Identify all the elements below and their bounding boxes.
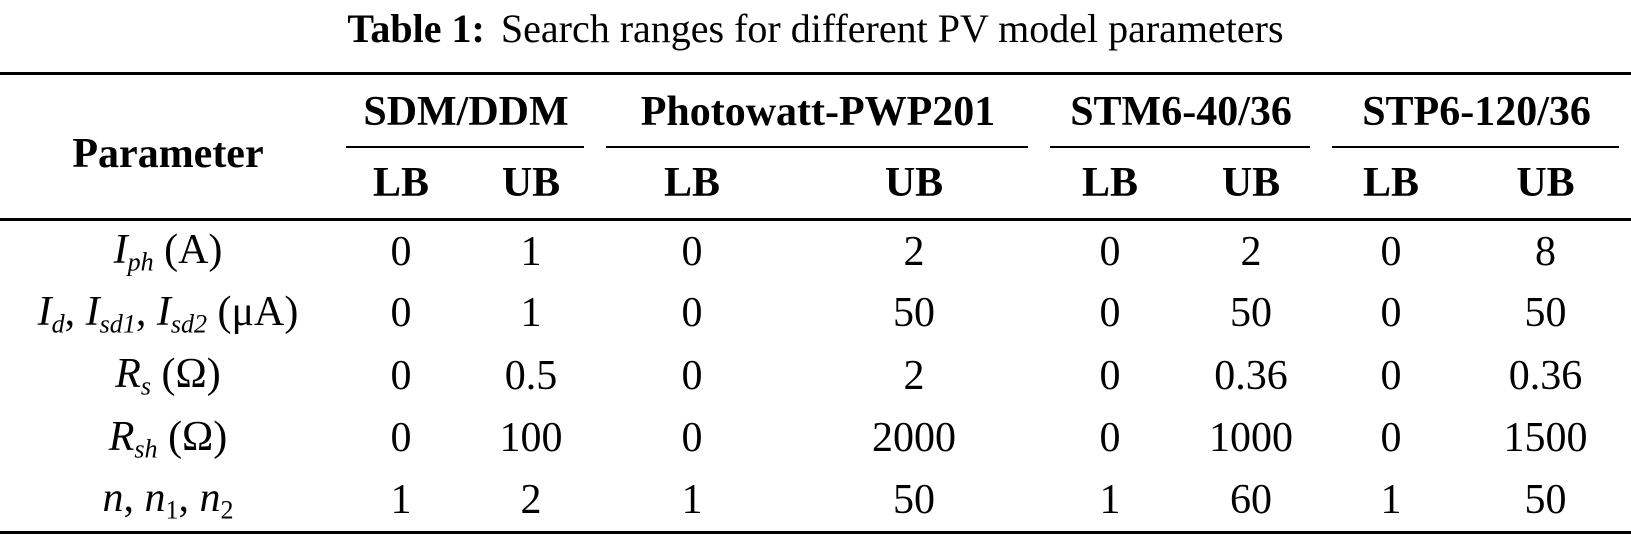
table-row: Id, Isd1, Isd2 (μA) 0 1 0 50 0 50 0 50 [0,282,1631,345]
parameters-table: Parameter SDM/DDM Photowatt-PWP201 STM6-… [0,72,1631,534]
value-cell: 0 [1099,415,1121,462]
parameter-label-segment: n [144,475,166,522]
value-cell: 60 [1180,469,1323,534]
value-cell: 50 [1460,469,1631,534]
parameter-label-segment: (Ω) [157,413,228,460]
parameter-label-segment: , [123,475,145,522]
parameter-label-segment: I [113,226,128,273]
bound-header-ub: UB [788,148,1041,221]
table-caption: Table 1: Search ranges for different PV m… [0,0,1631,72]
parameter-label-segment: d [51,308,65,338]
value-cell: 0 [1099,228,1121,275]
table-caption-label: Table 1: [347,6,485,51]
value-cell: 50 [893,290,935,337]
value-cell: 0 [681,290,703,337]
value-cell: 2 [903,352,925,399]
row-parameter-label: Rsh (Ω) [0,407,336,470]
parameter-label-segment: , [178,475,200,522]
value-cell: 1 [596,469,788,534]
value-cell: 0 [1099,290,1121,337]
value-cell: 0 [1380,228,1402,275]
value-cell: 0 [681,352,703,399]
value-cell: 1 [520,228,542,275]
value-cell: 8 [1535,228,1557,275]
parameter-label-segment: (μA) [207,288,299,335]
parameter-label-segment: sd1 [99,308,136,338]
value-cell: 50 [1524,290,1567,337]
value-cell: 2 [903,228,925,275]
table-row: Rsh (Ω) 0 100 0 2000 0 1000 0 1500 [0,407,1631,470]
value-cell: 2 [466,469,596,534]
parameter-label-segment: (Ω) [151,351,221,398]
value-cell: 0 [1380,415,1402,462]
table-row: n, n1, n2 1 2 1 50 1 60 1 50 [0,469,1631,534]
parameter-label-segment: s [140,371,152,401]
parameter-label-segment: I [85,288,100,335]
value-cell: 0 [681,228,703,275]
bound-header-lb: LB [1322,148,1461,221]
group-header-row: Parameter SDM/DDM Photowatt-PWP201 STM6-… [0,72,1631,221]
bound-header-ub: UB [466,148,596,221]
group-header-sdm-ddm: SDM/DDM [336,72,596,149]
parameter-label-segment: , [135,288,157,335]
value-cell: 2 [1240,228,1262,275]
table-row: Iph (A) 0 1 0 2 0 2 0 8 [0,220,1631,283]
value-cell: 100 [499,415,563,462]
value-cell: 2000 [872,415,956,462]
value-cell: 0 [390,228,412,275]
bound-header-ub: UB [1460,148,1631,221]
row-parameter-label: Iph (A) [0,220,336,283]
parameter-label-segment: sd2 [170,308,208,338]
parameter-label-segment: 2 [220,495,234,525]
value-cell: 0.5 [504,352,558,399]
row-parameter-label: Id, Isd1, Isd2 (μA) [0,282,336,345]
row-parameter-label: Rs (Ω) [0,345,336,408]
value-cell: 0 [390,352,412,399]
row-parameter-label: n, n1, n2 [0,469,336,534]
value-cell: 1 [1322,469,1461,534]
bounds-header-row: LB UB LB UB LB UB LB UB [0,148,1631,221]
parameter-label-segment: 1 [165,495,179,525]
bound-header-lb: LB [1040,148,1181,221]
value-cell: 0 [1380,290,1402,337]
value-cell: 0.36 [1214,352,1288,399]
group-header-photowatt-pwp201: Photowatt-PWP201 [596,72,1041,149]
value-cell: 0 [390,415,412,462]
parameter-label-segment: I [37,288,52,335]
parameter-label-segment: (A) [153,226,223,273]
value-cell: 1 [336,469,466,534]
parameter-label-segment: sh [134,433,158,463]
value-cell: 1500 [1503,415,1588,462]
value-cell: 50 [1230,290,1273,337]
table-body: Iph (A) 0 1 0 2 0 2 0 8 Id, Isd1, Isd2 (μA) 0 1 0 50 0… [0,220,1631,534]
value-cell: 1000 [1209,415,1294,462]
parameter-label-segment: n [199,475,221,522]
table-caption-text: Search ranges for different PV model par… [500,6,1284,51]
value-cell: 0.36 [1508,352,1583,399]
bound-header-lb: LB [336,148,466,221]
value-cell: 0 [390,290,412,337]
group-header-stm6-40-36: STM6-40/36 [1040,72,1323,149]
value-cell: 0 [681,415,703,462]
group-header-stp6-120-36: STP6-120/36 [1322,72,1631,149]
value-cell: 0 [1380,352,1402,399]
parameter-label-segment: , [64,288,86,335]
value-cell: 50 [788,469,1041,534]
parameter-label-segment: R [115,351,141,398]
value-cell: 1 [520,290,542,337]
parameter-label-segment: n [102,475,124,522]
value-cell: 1 [1040,469,1181,534]
bound-header-lb: LB [596,148,788,221]
parameter-label-segment: I [156,288,171,335]
parameter-label-segment: ph [127,247,154,277]
param-header: Parameter [0,72,336,221]
value-cell: 0 [1099,352,1121,399]
table-row: Rs (Ω) 0 0.5 0 2 0 0.36 0 0.36 [0,345,1631,408]
bound-header-ub: UB [1180,148,1323,221]
parameter-label-segment: R [108,413,135,460]
